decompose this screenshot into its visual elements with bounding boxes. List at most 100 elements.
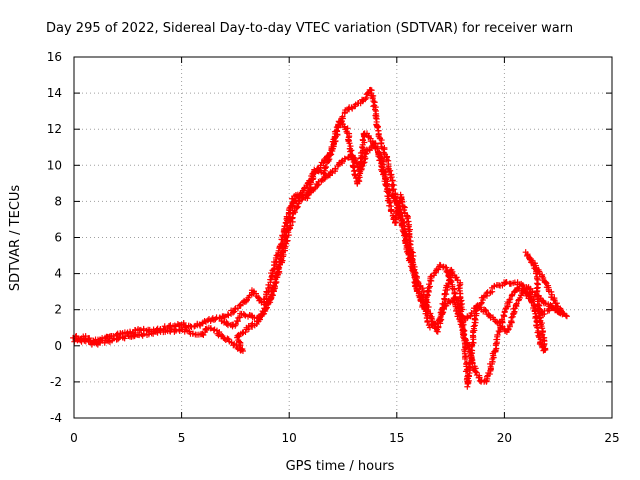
data-point-marker [499,317,506,324]
y-tick-label: 0 [54,339,62,353]
data-point-marker [487,363,494,370]
data-point-marker [314,182,321,189]
x-tick-label: 10 [282,431,297,445]
data-point-marker [405,233,412,240]
data-point-marker [362,96,369,103]
data-point-marker [462,368,469,375]
data-point-marker [339,113,346,120]
data-point-marker [399,222,406,229]
grid [74,57,612,418]
data-point-marker [375,153,382,160]
ticks: 0 5 10 15 20 25 -4 -2 0 2 4 6 8 10 12 14 16 [47,50,620,445]
data-point-marker [469,339,476,346]
data-point-marker [553,300,560,307]
data-point-marker [218,331,225,338]
data-point-marker [275,263,282,270]
data-point-marker [326,150,333,157]
data-point-marker [355,175,362,182]
data-point-marker [470,323,477,330]
data-point-marker [301,185,308,192]
data-point-marker [338,158,345,165]
data-point-marker [425,281,432,288]
data-point-marker [245,322,252,329]
data-point-marker [310,175,317,182]
data-point-marker [527,256,534,263]
data-point-marker [269,291,276,298]
data-point-marker [374,124,381,131]
data-layer [70,86,570,390]
series-2 [71,140,562,385]
data-point-marker [436,315,443,322]
data-point-marker [280,240,287,247]
data-point-marker [328,144,335,151]
data-point-marker [404,212,411,219]
y-tick-label: 14 [47,86,62,100]
data-point-marker [204,317,211,324]
data-point-marker [359,136,366,143]
data-point-marker [321,165,328,172]
data-point-marker [535,332,542,339]
data-point-marker [387,208,394,215]
data-point-marker [551,297,558,304]
data-point-marker [372,115,379,122]
data-point-marker [352,171,359,178]
data-point-marker [348,104,355,111]
data-point-marker [284,222,291,229]
data-point-marker [196,321,203,328]
data-point-marker [494,331,501,338]
x-tick-label: 15 [389,431,404,445]
data-point-marker [406,240,413,247]
data-point-marker [529,297,536,304]
y-tick-label: -4 [50,411,62,425]
x-axis-label: GPS time / hours [286,459,395,474]
data-point-marker [450,296,457,303]
data-point-marker [475,374,482,381]
data-point-marker [401,229,408,236]
data-point-marker [465,363,472,370]
data-point-marker [388,174,395,181]
data-point-marker [270,282,277,289]
data-point-marker [464,378,471,385]
data-point-marker [191,323,198,330]
data-point-marker [451,298,458,305]
data-point-marker [369,94,376,101]
data-point-marker [468,347,475,354]
data-point-marker [483,307,490,314]
data-point-marker [420,303,427,310]
y-tick-label: 2 [54,303,62,317]
data-point-marker [472,308,479,315]
data-point-marker [372,145,379,152]
data-point-marker [562,312,569,319]
x-tick-label: 0 [70,431,78,445]
data-point-marker [533,285,540,292]
data-point-marker [426,324,433,331]
data-point-marker [294,203,301,210]
data-point-marker [332,133,339,140]
data-point-marker [534,273,541,280]
data-point-marker [482,306,489,313]
data-point-marker [221,313,228,320]
data-point-marker [420,291,427,298]
data-point-marker [534,276,541,283]
data-point-marker [178,326,185,333]
x-tick-label: 25 [604,431,619,445]
data-point-marker [326,156,333,163]
data-point-marker [435,323,442,330]
data-point-marker [445,280,452,287]
data-point-marker [472,368,479,375]
data-point-marker [511,308,518,315]
data-point-marker [370,98,377,105]
data-point-marker [419,285,426,292]
data-point-marker [512,288,519,295]
series-1 [70,86,567,348]
data-point-marker [399,220,406,227]
data-point-marker [315,178,322,185]
x-tick-label: 20 [497,431,512,445]
y-tick-label: 10 [47,158,62,172]
data-point-marker [225,312,232,319]
data-point-marker [458,315,465,322]
y-axis-label: SDTVAR / TECUs [8,185,23,292]
data-point-marker [287,207,294,214]
data-point-marker [274,269,281,276]
data-point-marker [392,214,399,221]
